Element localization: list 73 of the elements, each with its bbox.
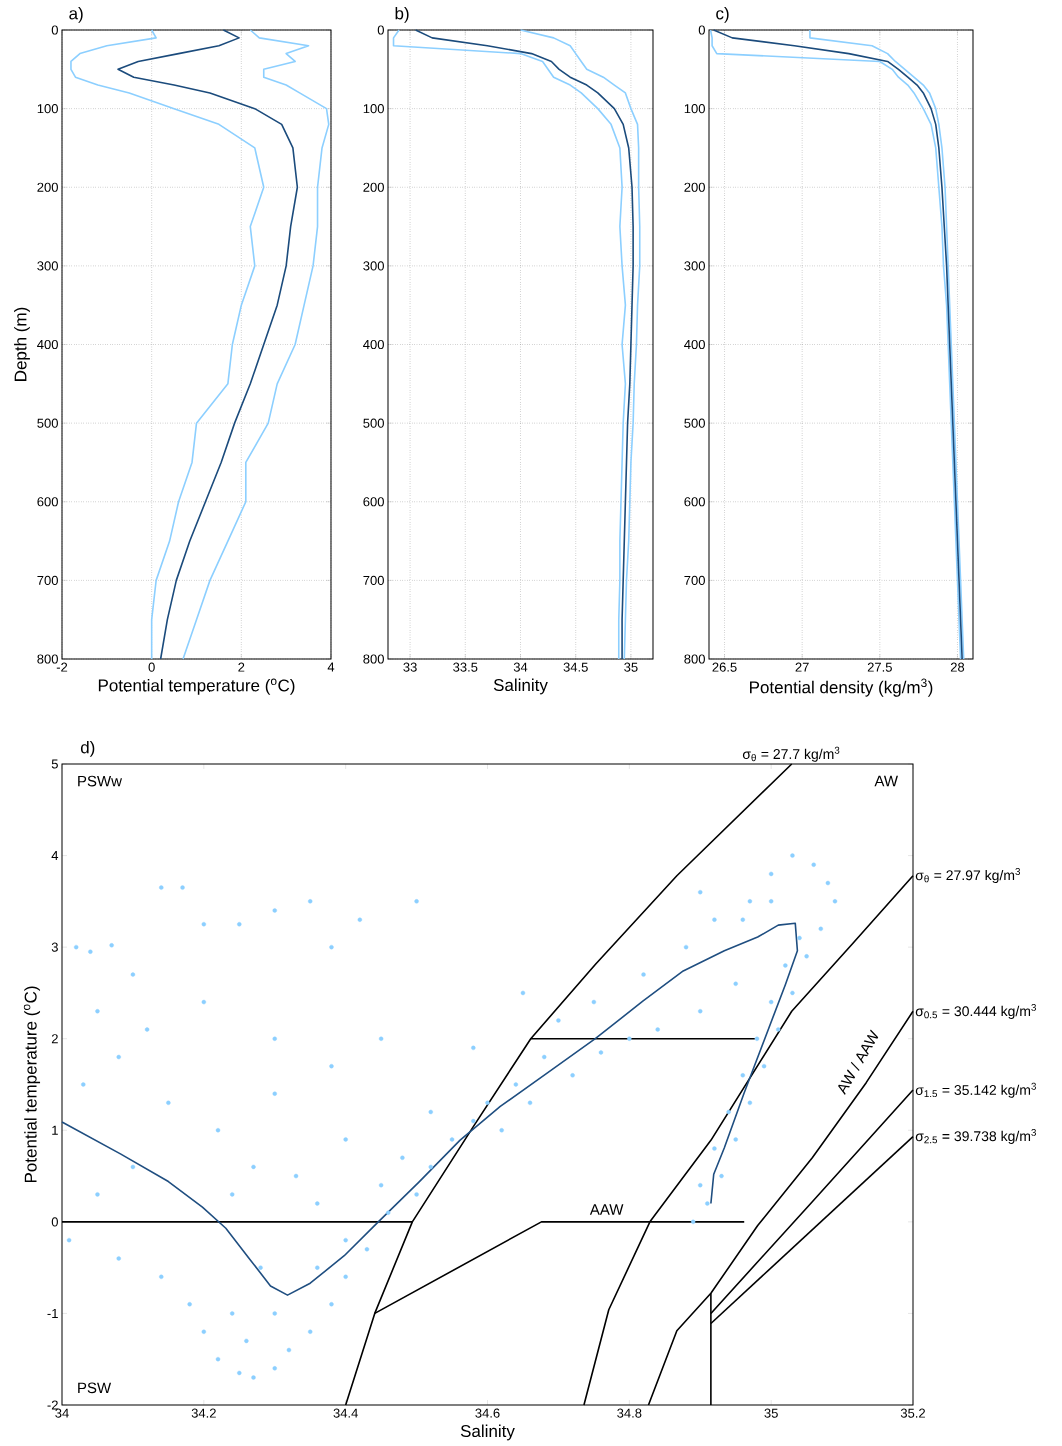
y-tick-label: 100 — [363, 104, 384, 114]
y-tick-label: 700 — [37, 575, 58, 585]
y-tick-label: 5 — [51, 759, 58, 769]
y-tick-label: 300 — [684, 261, 705, 271]
x-tick-label: 34.2 — [191, 1408, 216, 1418]
y-axis-title: Potential temperature ($^{o}$C) — [23, 986, 41, 1183]
x-tick-label: 34.4 — [333, 1408, 358, 1418]
x-axis-title: Potential density (kg/m$^{3}$) — [750, 678, 933, 697]
x-tick-label: 26.5 — [712, 662, 737, 672]
y-tick-label: 500 — [37, 418, 58, 428]
x-tick-label: 33 — [403, 662, 417, 672]
text: σ$_{θ}$ = 27.7 kg/m$^{3}$ — [742, 746, 840, 762]
y-tick-label: 200 — [37, 182, 58, 192]
chart-title: a) — [69, 6, 83, 23]
x-tick-label: 34.6 — [475, 1408, 500, 1418]
y-tick-label: 400 — [37, 339, 58, 350]
y-tick-label: 800 — [37, 654, 58, 664]
chart-title: c) — [716, 6, 729, 23]
y-tick-label: 0 — [51, 25, 58, 35]
y-tick-label: 600 — [684, 497, 705, 507]
x-tick-label: 34.5 — [563, 662, 588, 672]
annotation: AW — [874, 775, 898, 787]
y-tick-label: 600 — [363, 497, 384, 507]
y-tick-label: 2 — [51, 1034, 58, 1044]
y-tick-label: 0 — [51, 1217, 58, 1227]
annotation: PSWw — [78, 775, 122, 787]
y-tick-label: 200 — [363, 182, 384, 192]
x-axis-title: Salinity — [493, 678, 548, 695]
x-tick-label: 33.5 — [453, 662, 478, 672]
y-tick-label: 700 — [363, 575, 384, 585]
x-tick-label: 34.8 — [617, 1408, 642, 1418]
y-tick-label: 100 — [684, 104, 705, 114]
annotation: AAW — [589, 1204, 624, 1215]
y-tick-label: 100 — [37, 104, 58, 114]
text: σ$_{1.5}$ = 35.142 kg/m$^{3}$ — [915, 1082, 1036, 1098]
y-tick-label: 500 — [684, 418, 705, 428]
y-tick-label: -1 — [47, 1308, 58, 1318]
x-tick-label: 34 — [55, 1408, 69, 1418]
y-axis-title: Depth (m) — [14, 307, 30, 381]
x-tick-label: 35 — [764, 1408, 778, 1418]
x-tick-label: 35 — [624, 662, 638, 672]
x-axis-title: Potential temperature ($^{o}$C) — [98, 678, 295, 695]
y-tick-label: 200 — [684, 182, 705, 192]
y-tick-label: 800 — [684, 654, 705, 664]
x-tick-label: 2 — [238, 662, 245, 672]
y-tick-label: 500 — [363, 418, 384, 428]
text: σ$_{0.5}$ = 30.444 kg/m$^{3}$ — [915, 1003, 1036, 1019]
y-tick-label: 300 — [363, 261, 384, 271]
x-tick-label: 27.5 — [867, 662, 892, 672]
x-tick-label: 28 — [950, 662, 965, 672]
y-tick-label: 0 — [698, 25, 705, 35]
y-tick-label: 700 — [684, 575, 705, 585]
x-tick-label: 34 — [513, 662, 528, 672]
y-tick-label: 3 — [51, 942, 58, 952]
annotation: PSW — [78, 1382, 112, 1394]
y-tick-label: 4 — [51, 851, 59, 861]
y-tick-label: 0 — [377, 25, 384, 35]
y-tick-label: 400 — [363, 339, 384, 350]
y-tick-label: 400 — [684, 339, 705, 350]
x-axis-title: Salinity — [460, 1424, 515, 1441]
chart-title: b) — [395, 6, 409, 23]
text: σ$_{2.5}$ = 39.738 kg/m$^{3}$ — [915, 1128, 1036, 1144]
x-tick-label: 35.2 — [900, 1408, 925, 1418]
y-tick-label: 600 — [37, 497, 58, 507]
y-tick-label: 800 — [363, 654, 384, 664]
text: σ$_{θ}$ = 27.97 kg/m$^{3}$ — [915, 868, 1021, 884]
x-tick-label: 0 — [148, 662, 155, 672]
y-tick-label: 300 — [37, 261, 58, 271]
y-tick-label: -2 — [47, 1400, 58, 1410]
chart-title: d) — [80, 740, 95, 757]
x-tick-label: 4 — [327, 662, 335, 672]
x-tick-label: 27 — [795, 662, 809, 672]
y-tick-label: 1 — [52, 1125, 58, 1135]
